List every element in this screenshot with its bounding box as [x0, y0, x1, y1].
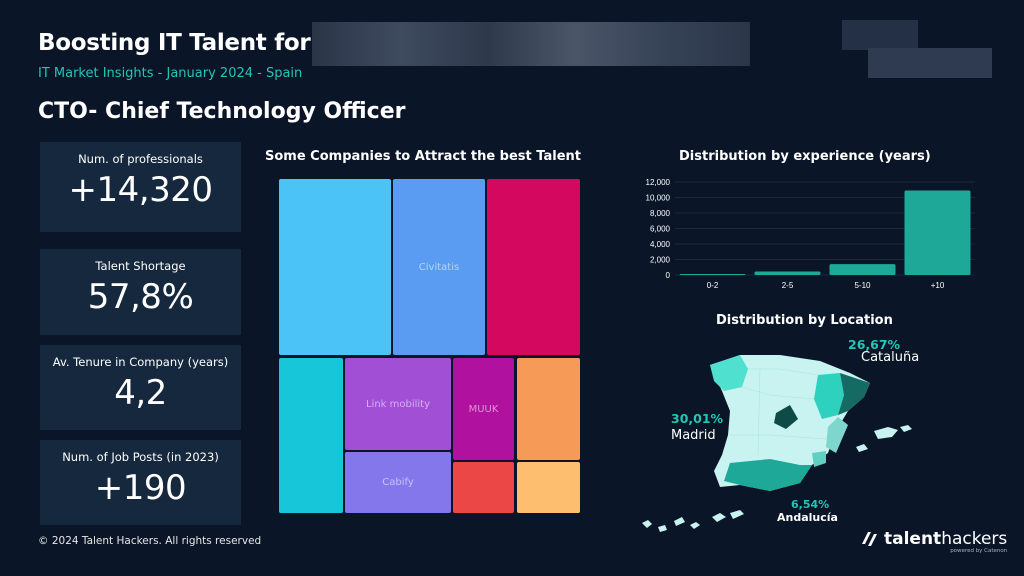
treemap-tile: MUUK	[453, 358, 514, 460]
treemap-tile	[487, 179, 580, 355]
location-title: Distribution by Location	[716, 313, 893, 328]
role-title: CTO- Chief Technology Officer	[38, 99, 406, 124]
region-name: Andalucía	[777, 511, 838, 524]
bar	[829, 264, 896, 275]
y-tick-label: 0	[666, 271, 671, 280]
bar	[754, 271, 821, 275]
y-tick-label: 8,000	[650, 209, 671, 218]
kpi-value: 4,2	[114, 373, 167, 413]
brand-name-bold: talent	[884, 529, 942, 549]
y-tick-label: 12,000	[646, 178, 671, 187]
copyright: © 2024 Talent Hackers. All rights reserv…	[38, 535, 262, 547]
redacted-logo	[842, 20, 918, 50]
x-tick-label: 0-2	[707, 281, 719, 290]
kpi-card-tenure: Av. Tenure in Company (years) 4,2	[40, 345, 241, 430]
kpi-value: +14,320	[68, 170, 213, 210]
kpi-label: Num. of professionals	[78, 152, 203, 166]
treemap-tile	[279, 179, 391, 355]
treemap-tile: Link mobility	[345, 358, 451, 450]
y-tick-label: 10,000	[646, 194, 671, 203]
kpi-card-professionals: Num. of professionals +14,320	[40, 142, 241, 232]
treemap-tile: Cabify	[345, 452, 451, 513]
page-subtitle: IT Market Insights - January 2024 - Spai…	[38, 66, 303, 81]
region-percent: 6,54%	[791, 498, 830, 511]
treemap-tile	[279, 358, 343, 513]
region-percent: 26,67%	[848, 337, 901, 352]
y-tick-label: 4,000	[650, 240, 671, 249]
kpi-label: Talent Shortage	[95, 259, 186, 273]
region-name: Cataluña	[861, 350, 920, 365]
kpi-label: Av. Tenure in Company (years)	[52, 355, 229, 369]
kpi-value: 57,8%	[87, 277, 194, 317]
chart-title: Distribution by experience (years)	[679, 149, 931, 164]
y-tick-label: 2,000	[650, 256, 671, 265]
kpi-card-job-posts: Num. of Job Posts (in 2023) +190	[40, 440, 241, 525]
x-tick-label: 5-10	[854, 281, 871, 290]
canary-islands	[642, 510, 744, 532]
kpi-label: Num. of Job Posts (in 2023)	[62, 450, 219, 464]
brand-tagline: powered by Catenon	[950, 548, 1008, 554]
x-tick-label: 2-5	[782, 281, 794, 290]
experience-bar-chart: 0 2,000 4,000 6,000 8,000 10,000 12,000 0-2 2-5 5…	[646, 178, 975, 290]
treemap-tile	[517, 358, 580, 460]
kpi-card-talent-shortage: Talent Shortage 57,8%	[40, 249, 241, 335]
treemap-tile: Civitatis	[393, 179, 485, 355]
balearic-islands	[856, 425, 912, 452]
brand-logo: talent hackers powered by Catenon	[858, 528, 1007, 554]
redacted-company-name	[312, 22, 750, 66]
brand-name-light: hackers	[941, 529, 1008, 549]
y-tick-label: 6,000	[650, 225, 671, 234]
spain-map	[642, 355, 912, 532]
bar	[679, 273, 746, 275]
redacted-logo	[868, 48, 992, 78]
treemap-tile	[517, 462, 580, 513]
region-percent: 30,01%	[671, 411, 724, 426]
region-name: Madrid	[671, 428, 716, 443]
treemap-tile	[453, 462, 514, 513]
page-title: Boosting IT Talent for	[38, 30, 311, 56]
kpi-value: +190	[94, 468, 187, 508]
talent-hackers-icon	[862, 532, 877, 546]
treemap-title: Some Companies to Attract the best Talen…	[265, 149, 581, 164]
bar	[904, 190, 971, 275]
x-tick-label: +10	[931, 281, 945, 290]
